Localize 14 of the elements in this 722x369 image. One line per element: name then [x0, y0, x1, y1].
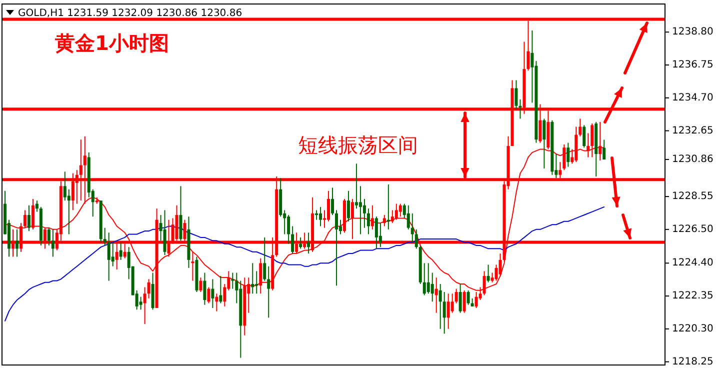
text: 黄金1小时图 [54, 31, 169, 55]
annotation: GOLD,H1 1231.59 1232.09 1230.86 1230.86 [18, 8, 242, 19]
y-tick-label: 1224.40 [672, 258, 714, 269]
y-tick-label: 1226.50 [672, 224, 714, 235]
y-tick-label: 1228.55 [672, 191, 714, 202]
annotation: 短线振荡区间 [298, 133, 418, 157]
y-tick-label: 1236.75 [672, 59, 714, 70]
y-tick-label: 1232.65 [672, 125, 714, 136]
y-tick-label: 1238.80 [672, 26, 714, 38]
y-tick-label: 1230.86 [672, 154, 714, 165]
y-tick-label: 1222.35 [672, 290, 714, 302]
y-tick-label: 1220.30 [672, 323, 714, 334]
y-tick-label: 1218.25 [672, 356, 714, 368]
y-tick-label: 1234.70 [672, 92, 714, 104]
